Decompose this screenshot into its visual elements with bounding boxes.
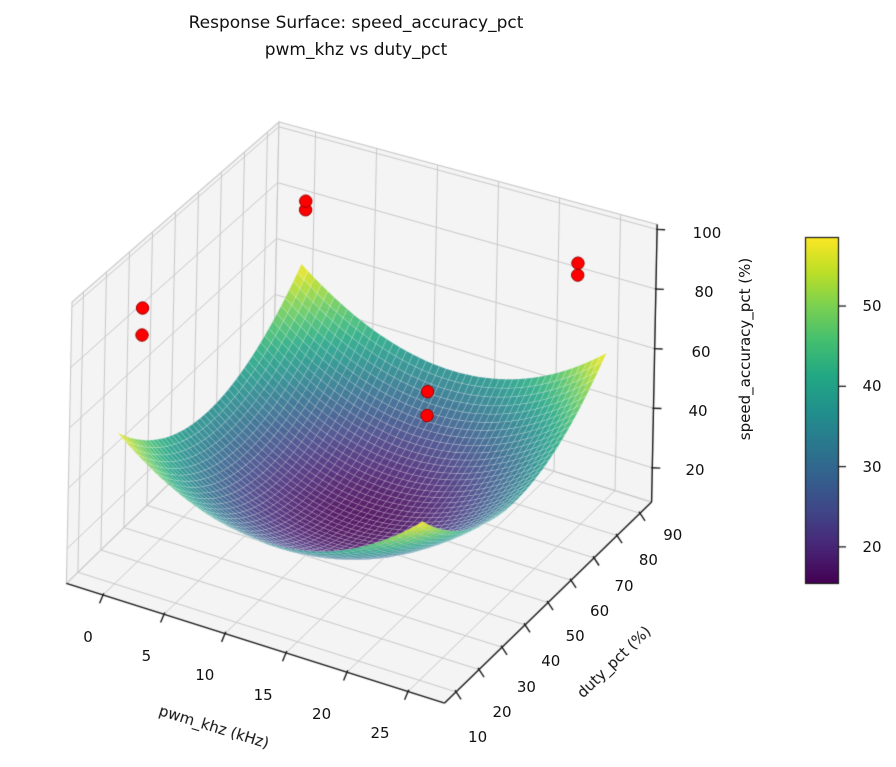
z-axis-label: speed_accuracy_pct (%) — [736, 257, 754, 441]
chart-title-line1: Response Surface: speed_accuracy_pct — [188, 13, 524, 33]
chart-title-line2: pwm_khz vs duty_pct — [264, 40, 448, 60]
chart-title: Response Surface: speed_accuracy_pct pwm… — [106, 10, 606, 64]
